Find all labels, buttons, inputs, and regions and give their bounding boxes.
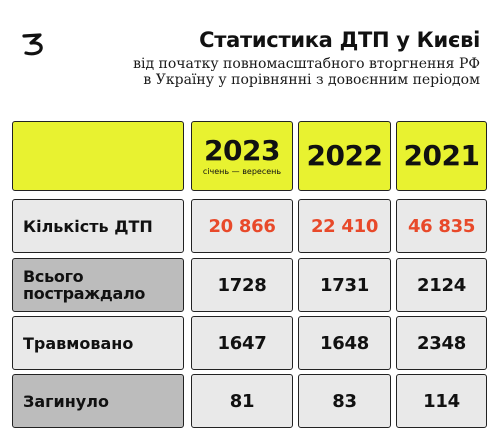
value-accidents-2021: 46 835 [396, 199, 487, 253]
value-traumatized-2022: 1648 [298, 316, 391, 370]
brand-logo-icon [22, 33, 43, 56]
year-header-2021: 2021 [396, 121, 487, 191]
row-label-text: Травмовано [23, 333, 134, 353]
period-note: січень — вересень [202, 167, 282, 176]
value-traumatized-2023: 1647 [191, 316, 293, 370]
year-header-2023: 2023 січень — вересень [191, 121, 293, 191]
year-label: 2023 [204, 134, 280, 167]
value-traumatized-2021: 2348 [396, 316, 487, 370]
page-subtitle: від початку повномасштабного вторгнення … [133, 56, 480, 88]
value-killed-2022: 83 [298, 374, 391, 428]
row-label-text: Кількість ДТП [23, 216, 153, 236]
value-killed-2023: 81 [191, 374, 293, 428]
value-total-injured-2023: 1728 [191, 258, 293, 312]
value-total-injured-2022: 1731 [298, 258, 391, 312]
row-label-text-line-2: постраждало [23, 284, 146, 303]
row-label-total-injured: Всього постраждало [12, 258, 184, 312]
value-killed-2021: 114 [396, 374, 487, 428]
value-total-injured-2021: 2124 [396, 258, 487, 312]
year-header-2022: 2022 [298, 121, 391, 191]
row-label-killed: Загинуло [12, 374, 184, 428]
value-accidents-2022: 22 410 [298, 199, 391, 253]
header-corner-cell [12, 121, 184, 191]
row-label-accidents: Кількість ДТП [12, 199, 184, 253]
row-label-text-line-1: Всього [23, 267, 84, 286]
stats-table: 2023 січень — вересень 2022 2021 Кількіс… [0, 119, 500, 442]
year-label: 2022 [306, 139, 383, 172]
page-title: Статистика ДТП у Києві [199, 28, 480, 52]
row-label-traumatized: Травмовано [12, 316, 184, 370]
value-accidents-2023: 20 866 [191, 199, 293, 253]
subtitle-line-1: від початку повномасштабного вторгнення … [133, 56, 480, 72]
subtitle-line-2: в Україну у порівнянні з довоєнним періо… [143, 72, 480, 88]
row-label-text: Загинуло [23, 391, 109, 411]
year-label: 2021 [403, 139, 480, 172]
